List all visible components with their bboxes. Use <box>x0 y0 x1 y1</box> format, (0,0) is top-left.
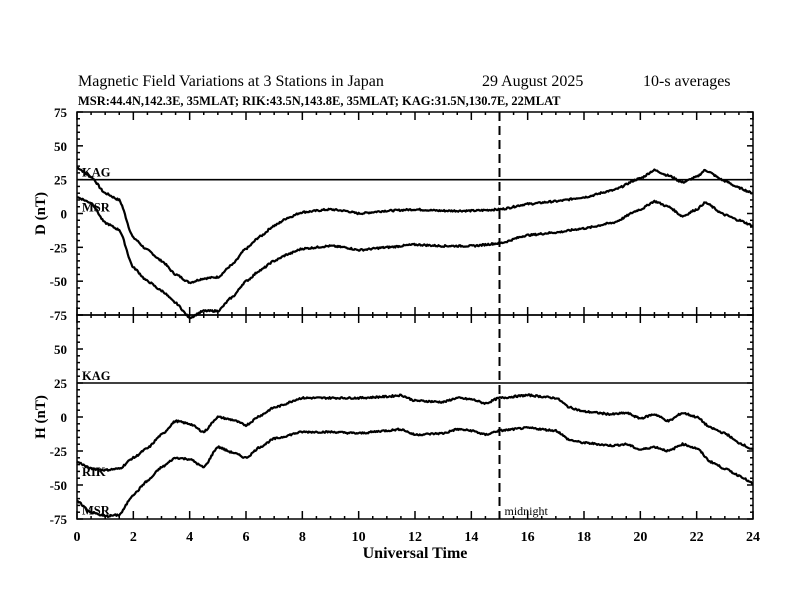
y-tick-label: 50 <box>54 139 67 154</box>
series-RIK-line <box>76 393 754 472</box>
x-tick-label: 16 <box>521 530 535 545</box>
x-tick-label: 10 <box>352 530 366 545</box>
series-MSR-line <box>76 426 754 518</box>
x-tick-label: 8 <box>299 530 306 545</box>
plot-frame <box>76 111 754 316</box>
y-tick-label: -75 <box>50 512 68 527</box>
series-label-MSR: MSR <box>82 503 111 517</box>
midnight-annotation: midnight <box>505 504 549 518</box>
panel-H: -75 -50 -25 0 25 50 H (nT) KAG RIK MSR <box>33 314 754 527</box>
series-label-KAG: KAG <box>82 166 111 180</box>
y-tick-label: -25 <box>50 240 68 255</box>
x-tick-label: 24 <box>746 530 760 545</box>
series-RIK-line <box>76 166 754 285</box>
x-tick-label: 2 <box>130 530 137 545</box>
x-tick-label: 4 <box>186 530 193 545</box>
y-tick-label: -50 <box>50 274 67 289</box>
y-tick-label: -25 <box>50 444 68 459</box>
x-tick-label: 6 <box>243 530 250 545</box>
x-tick-label: 14 <box>464 530 478 545</box>
y-axis-label: H (nT) <box>33 395 49 439</box>
chart-averaging: 10-s averages <box>643 73 731 90</box>
y-tick-label: 50 <box>54 342 67 357</box>
y-tick-label: 0 <box>61 207 68 222</box>
x-tick-label: 18 <box>577 530 591 545</box>
y-tick-label: 25 <box>54 173 68 188</box>
series-label-RIK: RIK <box>82 465 106 479</box>
chart-title: Magnetic Field Variations at 3 Stations … <box>78 73 384 90</box>
chart-date: 29 August 2025 <box>482 73 584 90</box>
y-tick-label: 0 <box>61 410 68 425</box>
plot-frame <box>76 314 754 520</box>
y-tick-label: 75 <box>54 105 68 120</box>
x-tick-label: 12 <box>408 530 422 545</box>
x-axis-label: Universal Time <box>363 545 468 562</box>
station-info: MSR:44.4N,142.3E, 35MLAT; RIK:43.5N,143.… <box>78 94 561 108</box>
y-tick-label: 25 <box>54 376 68 391</box>
panel-D: -75 -50 -25 0 25 50 75 D (nT) KAG MSR <box>33 105 754 323</box>
x-tick-label: 0 <box>74 530 81 545</box>
x-tick-label: 20 <box>633 530 647 545</box>
y-tick-label: -75 <box>50 308 68 323</box>
y-tick-label: -50 <box>50 478 67 493</box>
y-axis-label: D (nT) <box>33 192 49 235</box>
series-label-KAG: KAG <box>82 369 111 383</box>
series-label-MSR: MSR <box>82 200 111 214</box>
x-tick-label: 22 <box>690 530 704 545</box>
series-MSR-line <box>76 196 754 320</box>
